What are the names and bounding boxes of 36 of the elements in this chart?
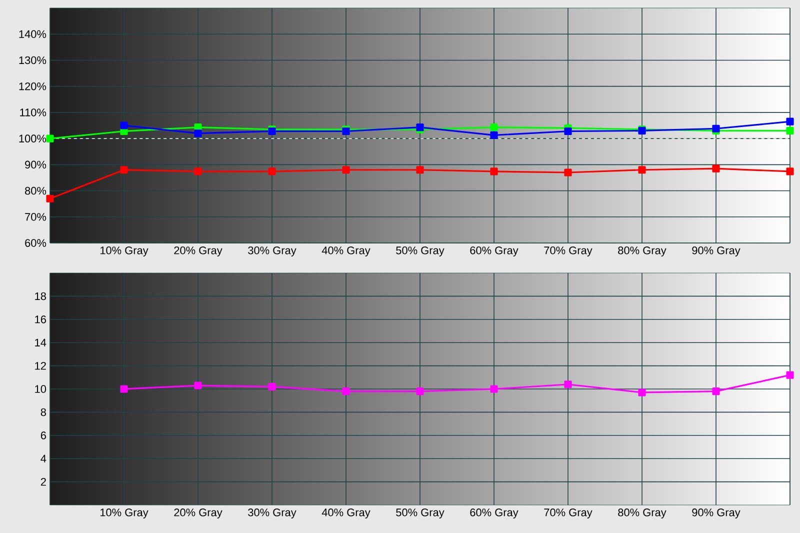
y-tick-label: 18 [35, 292, 46, 300]
x-tick-label: 30% Gray [248, 508, 296, 518]
x-tick-label: 40% Gray [322, 508, 370, 518]
y-tick-label: 2 [40, 478, 46, 486]
x-tick-label: 20% Gray [174, 246, 222, 256]
x-tick-label: 60% Gray [470, 508, 518, 518]
x-tick-label: 90% Gray [692, 508, 740, 518]
y-tick-label: 100% [19, 134, 46, 142]
x-tick-label: 10% Gray [100, 508, 148, 518]
y-tick-label: 70% [25, 213, 46, 221]
x-tick-label: 20% Gray [174, 508, 222, 518]
y-tick-label: 110% [20, 108, 46, 116]
y-tick-label: 16 [35, 316, 46, 324]
y-tick-label: 60% [25, 239, 46, 247]
x-tick-label: 80% Gray [618, 508, 666, 518]
y-tick-label: 8 [40, 408, 46, 416]
x-tick-label: 60% Gray [470, 246, 518, 256]
y-tick-label: 10 [35, 385, 46, 393]
y-tick-label: 12 [35, 362, 46, 370]
y-tick-label: 120% [19, 82, 46, 90]
x-tick-label: 10% Gray [100, 246, 148, 256]
x-tick-label: 50% Gray [396, 508, 444, 518]
x-tick-label: 80% Gray [618, 246, 666, 256]
y-tick-label: 80% [25, 186, 46, 195]
y-tick-label: 140% [19, 30, 46, 38]
y-tick-label: 90% [25, 160, 46, 169]
x-tick-label: 90% Gray [692, 246, 740, 256]
x-tick-label: 70% Gray [544, 246, 592, 256]
y-tick-label: 6 [40, 432, 46, 440]
y-tick-label: 130% [19, 56, 46, 64]
y-tick-label: 4 [40, 454, 46, 462]
x-tick-label: 30% Gray [248, 246, 296, 256]
x-tick-label: 40% Gray [322, 246, 370, 256]
y-tick-label: 14 [35, 338, 46, 346]
x-tick-label: 50% Gray [396, 246, 444, 256]
x-tick-label: 70% Gray [544, 508, 592, 518]
